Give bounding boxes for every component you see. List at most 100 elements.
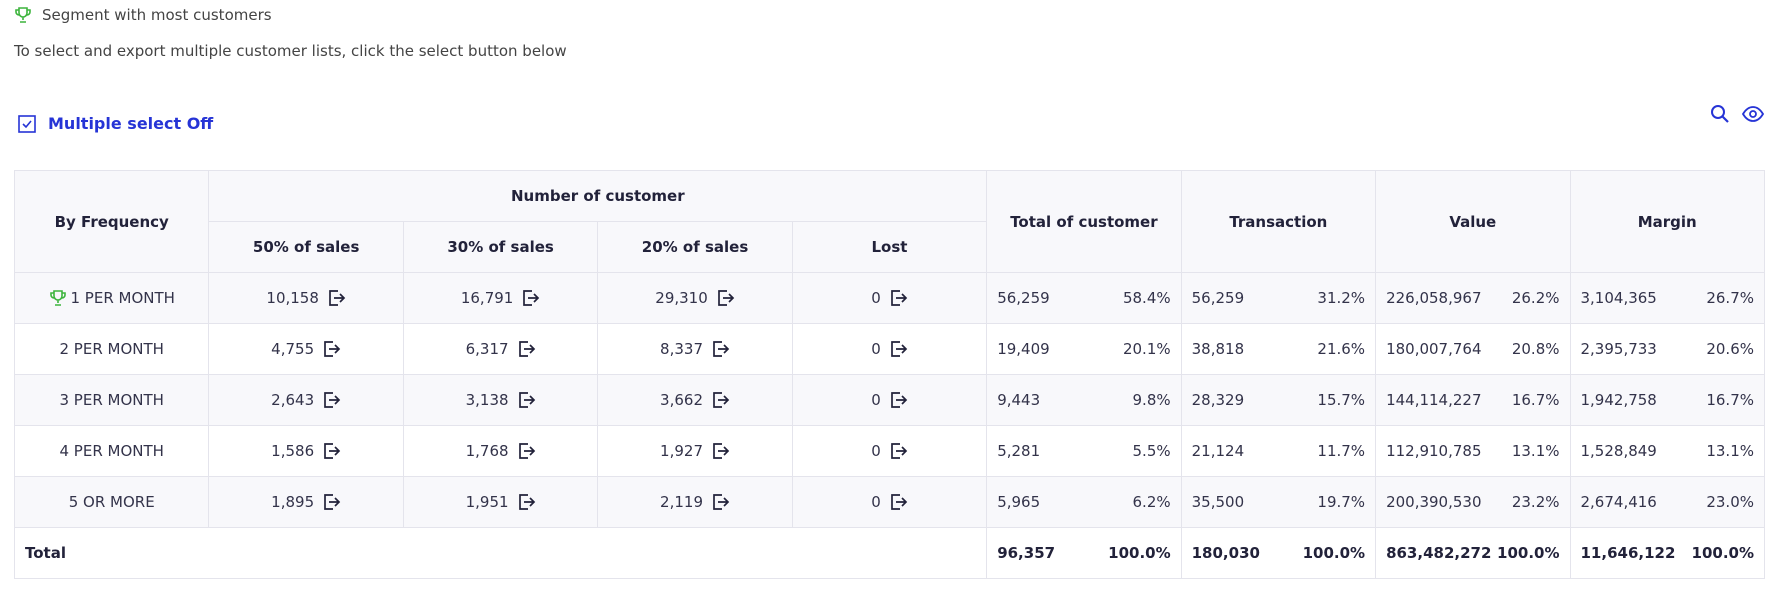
metric-value: 863,482,272 [1386,544,1492,562]
metric-percent: 16.7% [1511,391,1560,409]
count-cell: 1,895 [208,476,404,528]
row-label: 2 PER MONTH [25,340,198,358]
export-button[interactable] [890,340,908,358]
count: 2,643 [219,391,392,409]
export-button[interactable] [712,442,730,460]
export-button[interactable] [518,493,536,511]
metric-percent: 26.7% [1706,289,1754,307]
count-cell: 29,310 [597,272,793,324]
row-label-cell: 2 PER MONTH [13,323,210,375]
metric-percent: 9.8% [1132,391,1171,409]
count-cell: 1,586 [208,425,404,477]
metric-value: 144,114,227 [1386,391,1482,409]
count-cell: 10,158 [208,272,404,324]
metric: 863,482,272 100.0% [1386,544,1559,562]
metric: 1,942,758 16.7% [1581,391,1755,409]
metric-percent: 100.0% [1497,544,1560,562]
metric-percent: 13.1% [1511,442,1560,460]
count: 0 [803,340,976,358]
count-value: 1,768 [465,442,509,460]
count-value: 0 [871,340,881,358]
legend-text: Segment with most customers [42,6,272,24]
count: 10,158 [219,289,392,307]
total-label: Total [13,527,988,579]
row-label-text: 4 PER MONTH [59,442,164,460]
search-button[interactable] [1710,104,1730,124]
column-header: 50% of sales [208,221,404,273]
metric-cell: 96,357 100.0% [986,527,1182,579]
export-button[interactable] [518,340,536,358]
count-value: 2,643 [271,391,315,409]
export-button[interactable] [323,442,341,460]
checkbox-icon [18,114,36,133]
metric-cell: 1,528,849 13.1% [1569,425,1765,477]
count: 3,138 [414,391,587,409]
segment-table: By Frequency Number of customer Total of c… [13,170,1765,579]
export-button[interactable] [712,391,730,409]
metric: 144,114,227 16.7% [1386,391,1559,409]
row-label: 1 PER MONTH [25,289,198,307]
count-value: 4,755 [271,340,315,358]
metric-cell: 200,390,530 23.2% [1375,476,1571,528]
column-header: Margin [1569,170,1765,273]
count-cell: 0 [791,425,988,477]
export-button[interactable] [712,493,730,511]
column-header: 20% of sales [597,221,793,273]
toolbar [1710,104,1764,124]
metric-cell: 28,329 15.7% [1180,374,1377,426]
export-button[interactable] [890,493,908,511]
metric-cell: 56,259 31.2% [1180,272,1377,324]
export-button[interactable] [323,391,341,409]
export-button[interactable] [890,391,908,409]
metric-cell: 226,058,967 26.2% [1375,272,1571,324]
column-header: Value [1375,170,1571,273]
export-button[interactable] [518,391,536,409]
metric-percent: 19.7% [1317,493,1366,511]
multi-select-toggle[interactable]: Multiple select Off [18,114,213,133]
metric-value: 38,818 [1191,340,1245,358]
metric: 112,910,785 13.1% [1386,442,1559,460]
export-button[interactable] [323,340,341,358]
metric-value: 1,942,758 [1580,391,1657,409]
view-button[interactable] [1742,104,1764,124]
row-label-text: 1 PER MONTH [70,289,175,307]
metric-percent: 21.6% [1317,340,1366,358]
table-row: 3 PER MONTH 2,643 3,138 3,662 0 9,443 9.8% 28,3… [13,374,1765,426]
row-label: 5 OR MORE [25,493,198,511]
metric-cell: 5,965 6.2% [986,476,1182,528]
metric-value: 5,281 [997,442,1041,460]
header-row: 50% of sales 30% of sales 20% of sales Lost [15,221,1765,273]
export-button[interactable] [323,493,341,511]
metric-percent: 100.0% [1302,544,1366,562]
count-cell: 2,643 [208,374,404,426]
export-button[interactable] [522,289,540,307]
metric-percent: 5.5% [1132,442,1171,460]
metric-cell: 11,646,122 100.0% [1569,527,1765,579]
table-row: 2 PER MONTH 4,755 6,317 8,337 0 19,409 20.1% 38… [13,323,1765,375]
metric: 11,646,122 100.0% [1581,544,1755,562]
count: 1,927 [608,442,781,460]
export-button[interactable] [712,340,730,358]
metric-value: 180,007,764 [1386,340,1482,358]
metric: 9,443 9.8% [997,391,1170,409]
metric-percent: 11.7% [1317,442,1366,460]
export-button[interactable] [328,289,346,307]
metric-cell: 180,007,764 20.8% [1375,323,1571,375]
count: 4,755 [219,340,392,358]
metric-value: 5,965 [997,493,1041,511]
count-value: 0 [871,391,881,409]
count-value: 0 [871,493,881,511]
metric-value: 226,058,967 [1386,289,1482,307]
export-button[interactable] [890,442,908,460]
count-cell: 6,317 [402,323,599,375]
metric-percent: 100.0% [1691,544,1754,562]
export-button[interactable] [518,442,536,460]
count-cell: 16,791 [402,272,599,324]
export-button[interactable] [890,289,908,307]
count-cell: 1,927 [597,425,793,477]
export-button[interactable] [717,289,735,307]
instruction: To select and export multiple customer l… [14,42,567,60]
metric: 28,329 15.7% [1192,391,1365,409]
metric-value: 19,409 [997,340,1050,358]
count-value: 6,317 [465,340,509,358]
